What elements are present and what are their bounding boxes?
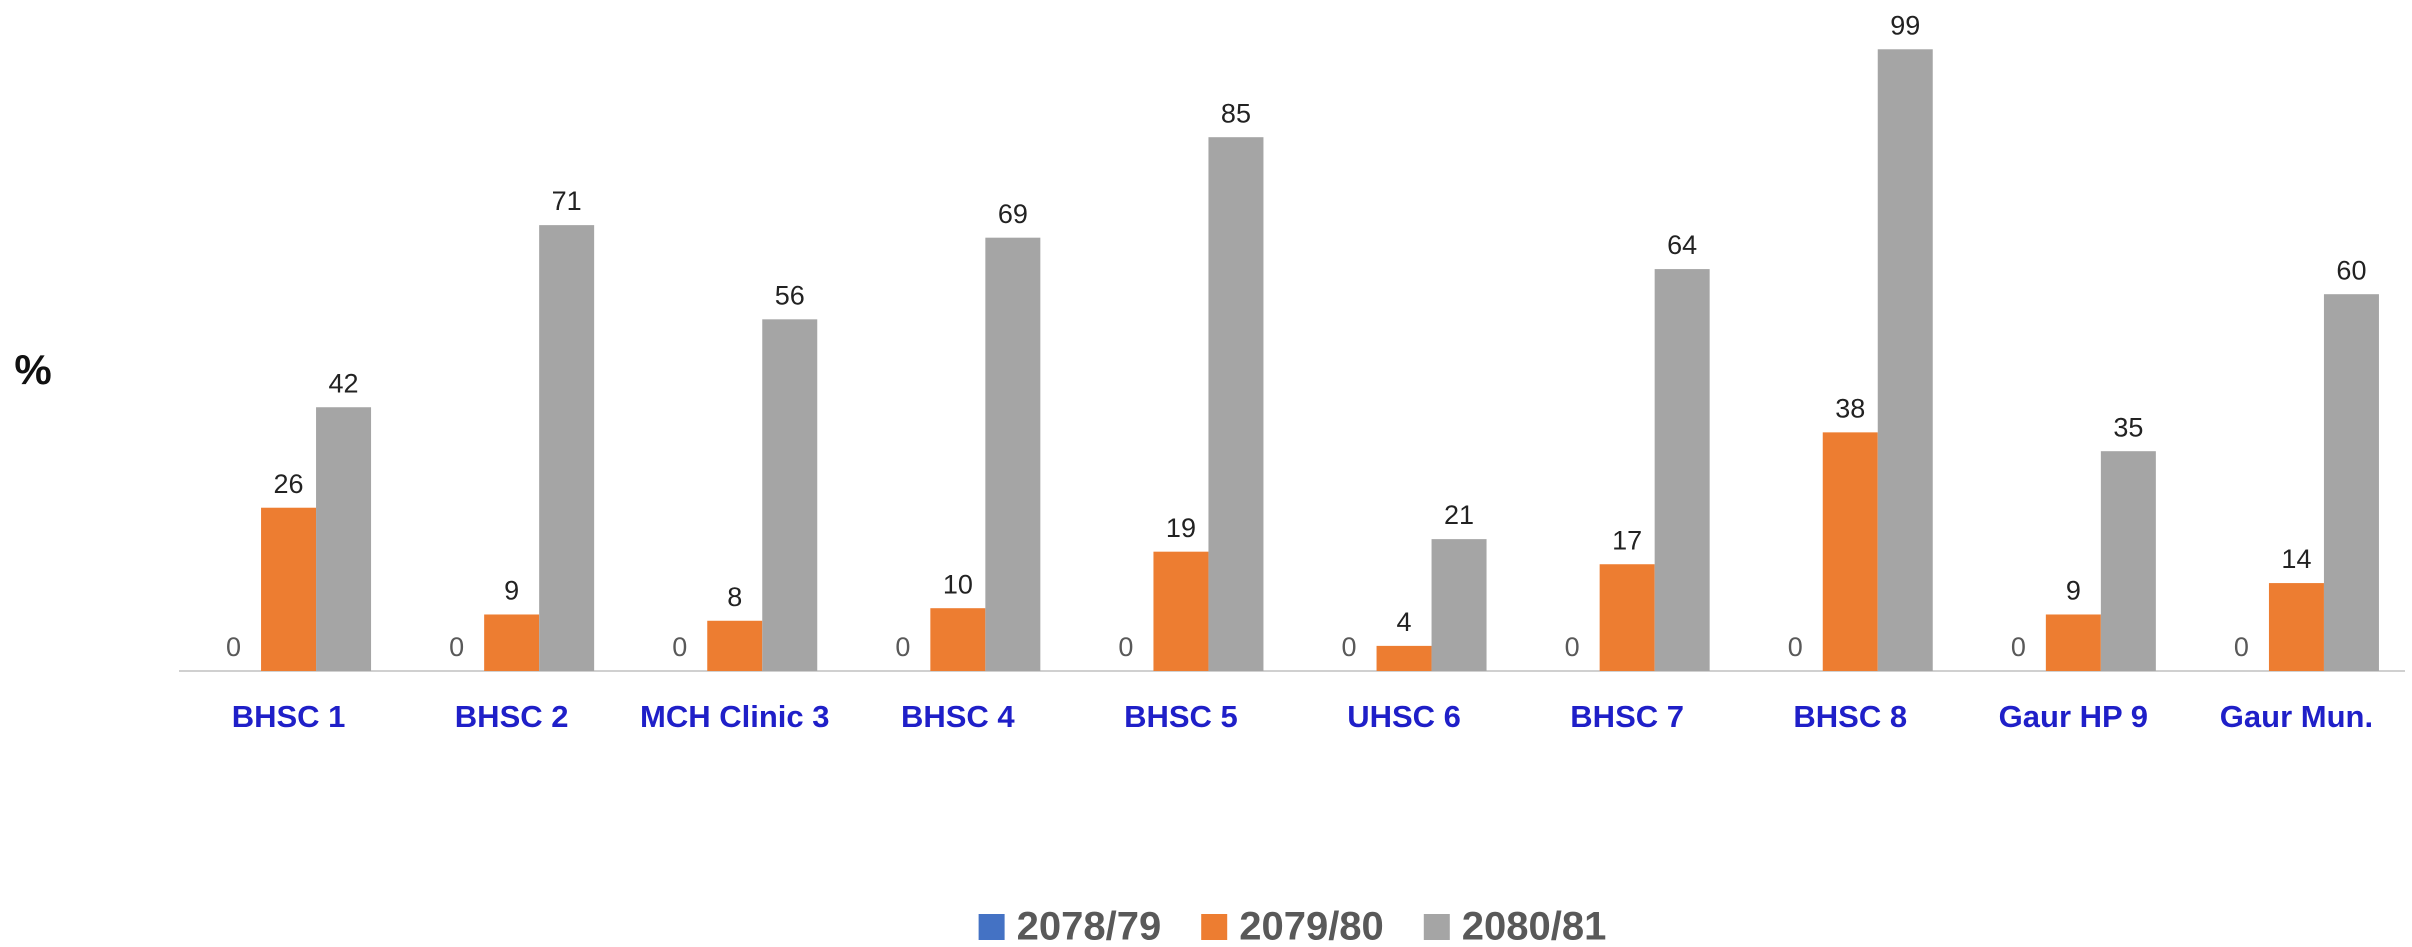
data-label: 64 [1667, 230, 1697, 260]
legend-label: 2079/80 [1239, 905, 1384, 947]
data-label: 10 [943, 569, 973, 599]
bar [1877, 49, 1933, 671]
bar [2268, 583, 2324, 671]
data-label: 26 [274, 469, 304, 499]
data-label: 0 [2234, 632, 2249, 662]
data-label: 60 [2336, 255, 2366, 285]
data-label: 4 [1397, 607, 1412, 637]
data-label: 8 [727, 582, 742, 612]
bar [1654, 269, 1710, 671]
bar [1208, 137, 1264, 671]
data-label: 0 [1342, 632, 1357, 662]
data-label: 0 [226, 632, 241, 662]
x-tick-label: BHSC 1 [232, 699, 346, 734]
x-tick-label: BHSC 2 [455, 699, 569, 734]
data-label: 0 [1565, 632, 1580, 662]
legend-swatch [1201, 914, 1228, 940]
bar [1153, 551, 1209, 671]
x-tick-label: BHSC 7 [1570, 699, 1684, 734]
bar [930, 608, 986, 671]
data-label: 0 [672, 632, 687, 662]
bar [2100, 451, 2156, 671]
legend-swatch [978, 914, 1005, 940]
bar [985, 237, 1041, 671]
data-label: 38 [1835, 393, 1865, 423]
bar [762, 319, 818, 671]
data-label: 71 [552, 186, 582, 216]
bar [2045, 614, 2101, 671]
x-tick-label: BHSC 5 [1124, 699, 1238, 734]
x-tick-label: Gaur Mun. [2220, 699, 2373, 734]
data-label: 99 [1890, 10, 1920, 40]
bar [261, 507, 317, 671]
data-label: 56 [775, 280, 805, 310]
x-tick-label: MCH Clinic 3 [640, 699, 829, 734]
legend-label: 2080/81 [1462, 905, 1607, 947]
bar [316, 407, 372, 671]
data-label: 0 [2011, 632, 2026, 662]
x-tick-label: BHSC 4 [901, 699, 1015, 734]
data-label: 0 [1788, 632, 1803, 662]
legend-label: 2078/79 [1017, 905, 1162, 947]
bar [2323, 294, 2379, 671]
bar [707, 620, 763, 671]
data-label: 14 [2281, 544, 2311, 574]
x-tick-label: Gaur HP 9 [1999, 699, 2148, 734]
data-label: 0 [1118, 632, 1133, 662]
bar [1431, 539, 1487, 671]
data-label: 9 [2066, 576, 2081, 606]
bar [1599, 564, 1655, 671]
data-label: 85 [1221, 98, 1251, 128]
bar [484, 614, 540, 671]
bar [1822, 432, 1878, 671]
y-axis-label: % [14, 346, 51, 393]
data-label: 42 [329, 368, 359, 398]
x-tick-label: UHSC 6 [1347, 699, 1461, 734]
data-label: 9 [504, 576, 519, 606]
data-label: 17 [1612, 525, 1642, 555]
data-label: 19 [1166, 513, 1196, 543]
data-label: 21 [1444, 500, 1474, 530]
data-label: 0 [449, 632, 464, 662]
bar [1376, 645, 1432, 671]
data-label: 35 [2113, 412, 2143, 442]
bar [539, 225, 595, 671]
legend-swatch [1423, 914, 1450, 940]
x-tick-label: BHSC 8 [1793, 699, 1907, 734]
data-label: 0 [895, 632, 910, 662]
data-label: 69 [998, 199, 1028, 229]
